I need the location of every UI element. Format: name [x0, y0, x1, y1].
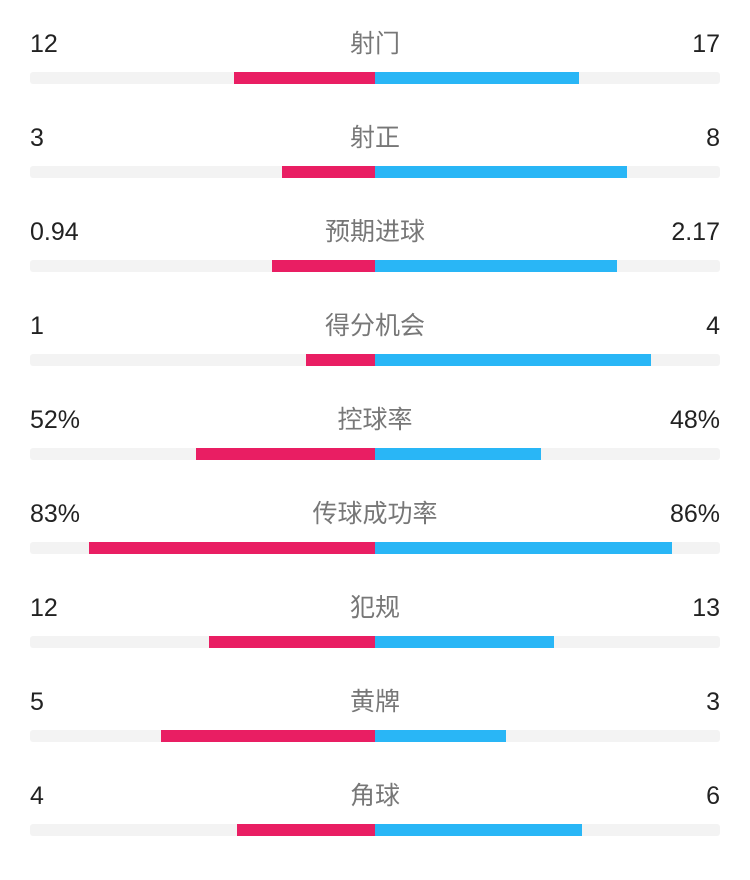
bar-left-track: [30, 824, 375, 836]
left-value: 0.94: [30, 220, 90, 245]
right-value: 8: [660, 126, 720, 151]
stat-label-row: 5黄牌3: [30, 682, 720, 718]
bar-left-fill: [306, 354, 375, 366]
left-value: 12: [30, 32, 90, 57]
stat-row: 12犯规13: [30, 588, 720, 648]
bar-left-track: [30, 166, 375, 178]
stat-name: 传球成功率: [90, 494, 660, 530]
stat-name: 犯规: [90, 588, 660, 624]
bar-right-fill: [375, 354, 651, 366]
stat-label-row: 3射正8: [30, 118, 720, 154]
stat-label-row: 0.94预期进球2.17: [30, 212, 720, 248]
stat-label-row: 52%控球率48%: [30, 400, 720, 436]
bar-left-fill: [234, 72, 375, 84]
left-value: 83%: [30, 502, 90, 527]
bar-left-fill: [272, 260, 376, 272]
left-value: 3: [30, 126, 90, 151]
stat-bar: [30, 730, 720, 742]
bar-left-fill: [196, 448, 375, 460]
bar-right-track: [375, 72, 720, 84]
stat-label-row: 12犯规13: [30, 588, 720, 624]
stat-name: 角球: [90, 776, 660, 812]
stat-bar: [30, 448, 720, 460]
right-value: 3: [660, 690, 720, 715]
left-value: 52%: [30, 408, 90, 433]
right-value: 48%: [660, 408, 720, 433]
stat-row: 52%控球率48%: [30, 400, 720, 460]
stat-row: 3射正8: [30, 118, 720, 178]
right-value: 4: [660, 314, 720, 339]
right-value: 2.17: [660, 220, 720, 245]
stat-label-row: 4角球6: [30, 776, 720, 812]
bar-left-fill: [209, 636, 375, 648]
bar-left-track: [30, 260, 375, 272]
bar-right-track: [375, 354, 720, 366]
stat-row: 5黄牌3: [30, 682, 720, 742]
bar-right-track: [375, 636, 720, 648]
stat-name: 射正: [90, 118, 660, 154]
bar-right-fill: [375, 824, 582, 836]
stat-bar: [30, 260, 720, 272]
stat-label-row: 12射门17: [30, 24, 720, 60]
right-value: 17: [660, 32, 720, 57]
bar-right-fill: [375, 260, 617, 272]
stat-name: 控球率: [90, 400, 660, 436]
bar-left-fill: [237, 824, 375, 836]
stat-row: 1得分机会4: [30, 306, 720, 366]
stat-name: 射门: [90, 24, 660, 60]
bar-right-fill: [375, 72, 579, 84]
left-value: 1: [30, 314, 90, 339]
bar-right-fill: [375, 448, 541, 460]
bar-right-track: [375, 166, 720, 178]
stat-label-row: 83%传球成功率86%: [30, 494, 720, 530]
bar-right-track: [375, 260, 720, 272]
bar-left-fill: [89, 542, 375, 554]
stat-name: 得分机会: [90, 306, 660, 342]
stat-row: 83%传球成功率86%: [30, 494, 720, 554]
stat-row: 0.94预期进球2.17: [30, 212, 720, 272]
match-stats-panel: 12射门173射正80.94预期进球2.171得分机会452%控球率48%83%…: [0, 0, 750, 880]
bar-left-track: [30, 542, 375, 554]
bar-left-track: [30, 72, 375, 84]
stat-bar: [30, 636, 720, 648]
stat-name: 黄牌: [90, 682, 660, 718]
bar-left-track: [30, 730, 375, 742]
bar-left-track: [30, 448, 375, 460]
left-value: 5: [30, 690, 90, 715]
stat-bar: [30, 166, 720, 178]
bar-right-track: [375, 730, 720, 742]
bar-left-track: [30, 636, 375, 648]
bar-right-fill: [375, 730, 506, 742]
stat-row: 12射门17: [30, 24, 720, 84]
bar-left-fill: [282, 166, 375, 178]
right-value: 86%: [660, 502, 720, 527]
bar-right-track: [375, 542, 720, 554]
left-value: 12: [30, 596, 90, 621]
right-value: 13: [660, 596, 720, 621]
stat-bar: [30, 72, 720, 84]
stat-row: 4角球6: [30, 776, 720, 836]
stat-bar: [30, 542, 720, 554]
bar-right-fill: [375, 542, 672, 554]
stat-label-row: 1得分机会4: [30, 306, 720, 342]
stat-bar: [30, 354, 720, 366]
bar-right-fill: [375, 166, 627, 178]
bar-left-fill: [161, 730, 375, 742]
right-value: 6: [660, 784, 720, 809]
stat-bar: [30, 824, 720, 836]
bar-right-fill: [375, 636, 554, 648]
bar-right-track: [375, 824, 720, 836]
left-value: 4: [30, 784, 90, 809]
bar-right-track: [375, 448, 720, 460]
stat-name: 预期进球: [90, 212, 660, 248]
bar-left-track: [30, 354, 375, 366]
